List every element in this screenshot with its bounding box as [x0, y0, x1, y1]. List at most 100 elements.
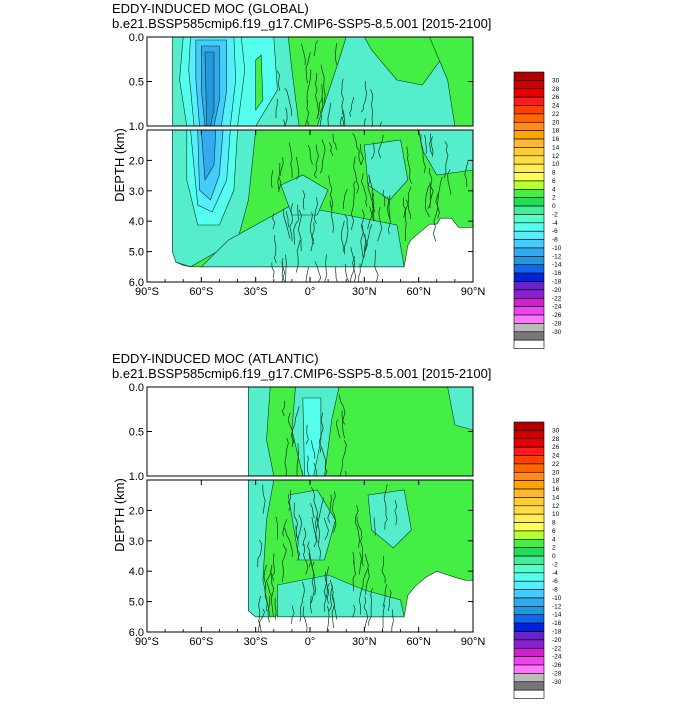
- contour-line: [424, 183, 431, 218]
- contour-line: [275, 98, 278, 119]
- contour-line: [404, 199, 409, 242]
- contour-line: [361, 173, 368, 207]
- x-tick-label: 30°N: [352, 286, 377, 298]
- colorbar-box: [513, 455, 545, 465]
- y-tick-label: 2.0: [129, 155, 144, 167]
- contour-line: [335, 266, 338, 282]
- contour-line: [367, 206, 373, 230]
- colorbar-global: 302826242220181614121086420-2-4-6-8-10-1…: [513, 71, 562, 349]
- colorbar-label: -6: [552, 578, 558, 585]
- contour-line: [274, 597, 277, 620]
- y-tick-label: 4.0: [129, 566, 144, 578]
- colorbar-label: -20: [552, 637, 562, 644]
- colorbar-box: [513, 513, 545, 523]
- contour-line: [377, 207, 383, 242]
- colorbar-box: [513, 331, 545, 341]
- field-region-neg: [367, 489, 412, 549]
- contour-line: [281, 543, 287, 582]
- contour-line: [331, 594, 335, 629]
- colorbar-box: [513, 306, 545, 316]
- colorbar-box: [513, 673, 545, 683]
- contour-line: [363, 118, 366, 126]
- contour-line: [305, 424, 309, 445]
- y-tick-label: 2.0: [129, 505, 144, 517]
- colorbar-box: [513, 446, 545, 456]
- colorbar-box: [513, 214, 545, 224]
- colorbar-box: [513, 656, 545, 666]
- contour-line: [274, 234, 277, 264]
- colorbar-box: [513, 438, 545, 448]
- contour-line: [345, 263, 350, 282]
- colorbar-box: [513, 530, 545, 540]
- contour-line: [284, 254, 287, 282]
- contour-line: [352, 551, 355, 565]
- contour-line: [323, 571, 327, 598]
- field-region-neg: [302, 397, 322, 476]
- colorbar-label: 14: [552, 494, 560, 501]
- y-tick-label: 0.0: [129, 382, 144, 394]
- field-region-neg: [447, 387, 473, 431]
- contour-line: [335, 42, 337, 65]
- colorbar-box: [513, 580, 545, 590]
- contour-line: [280, 156, 284, 176]
- contour-line: [362, 554, 369, 587]
- x-tick-label: 60°N: [406, 636, 431, 648]
- upper-section-field: [172, 37, 473, 126]
- contour-line: [284, 437, 289, 476]
- contour-line: [305, 52, 311, 84]
- contour-line: [420, 134, 426, 173]
- colorbar-box: [513, 555, 545, 565]
- contour-line: [432, 192, 439, 242]
- colorbar-label: 16: [552, 486, 560, 493]
- contour-line: [359, 552, 362, 575]
- colorbar-box: [513, 639, 545, 649]
- contour-line: [283, 527, 293, 557]
- colorbar-label: -16: [552, 270, 562, 277]
- chart-title: EDDY-INDUCED MOC (ATLANTIC): [112, 351, 319, 366]
- contour-line: [394, 500, 398, 526]
- contour-line: [447, 169, 452, 195]
- contour-line: [309, 502, 315, 519]
- contour-line: [310, 595, 313, 614]
- contour-line: [262, 484, 266, 514]
- contour-line: [318, 412, 324, 453]
- contour-line: [285, 211, 290, 228]
- contour-line: [407, 186, 412, 220]
- contour-line: [437, 176, 443, 219]
- contour-line: [352, 560, 356, 592]
- contour-line: [258, 595, 262, 632]
- colorbar-box: [513, 88, 545, 98]
- y-tick-label: 1.0: [129, 471, 144, 483]
- colorbar-label: -4: [552, 570, 558, 577]
- colorbar-atlantic: 302826242220181614121086420-2-4-6-8-10-1…: [513, 421, 562, 699]
- colorbar-box: [513, 121, 545, 131]
- contour-line: [272, 213, 276, 230]
- x-tick-label: 30°S: [244, 286, 268, 298]
- colorbar-box: [513, 589, 545, 599]
- colorbar-label: -2: [552, 211, 558, 218]
- streamfunction-field: [172, 130, 473, 282]
- contour-line: [310, 487, 318, 529]
- field-region-neg: [277, 574, 405, 618]
- contour-line: [307, 144, 313, 165]
- colorbar-box: [513, 96, 545, 106]
- colorbar-label: -10: [552, 245, 562, 252]
- contour-line: [360, 209, 368, 252]
- colorbar-box: [513, 105, 545, 115]
- colorbar-box: [513, 155, 545, 165]
- colorbar-label: 20: [552, 469, 560, 476]
- contour-line: [293, 204, 299, 245]
- colorbar-box: [513, 606, 545, 616]
- contour-line: [360, 144, 364, 165]
- chart-title: EDDY-INDUCED MOC (GLOBAL): [112, 1, 309, 16]
- colorbar-label: -18: [552, 629, 562, 636]
- chart-subtitle: b.e21.BSSP585cmip6.f19_g17.CMIP6-SSP5-8.…: [112, 366, 491, 381]
- colorbar-label: 10: [552, 161, 560, 168]
- colorbar-box: [513, 264, 545, 274]
- colorbar-label: -16: [552, 620, 562, 627]
- colorbar-box: [513, 189, 545, 199]
- colorbar-label: -28: [552, 670, 562, 677]
- contour-line: [313, 144, 319, 179]
- field-region-neg: [200, 130, 217, 181]
- contour-line: [316, 515, 321, 560]
